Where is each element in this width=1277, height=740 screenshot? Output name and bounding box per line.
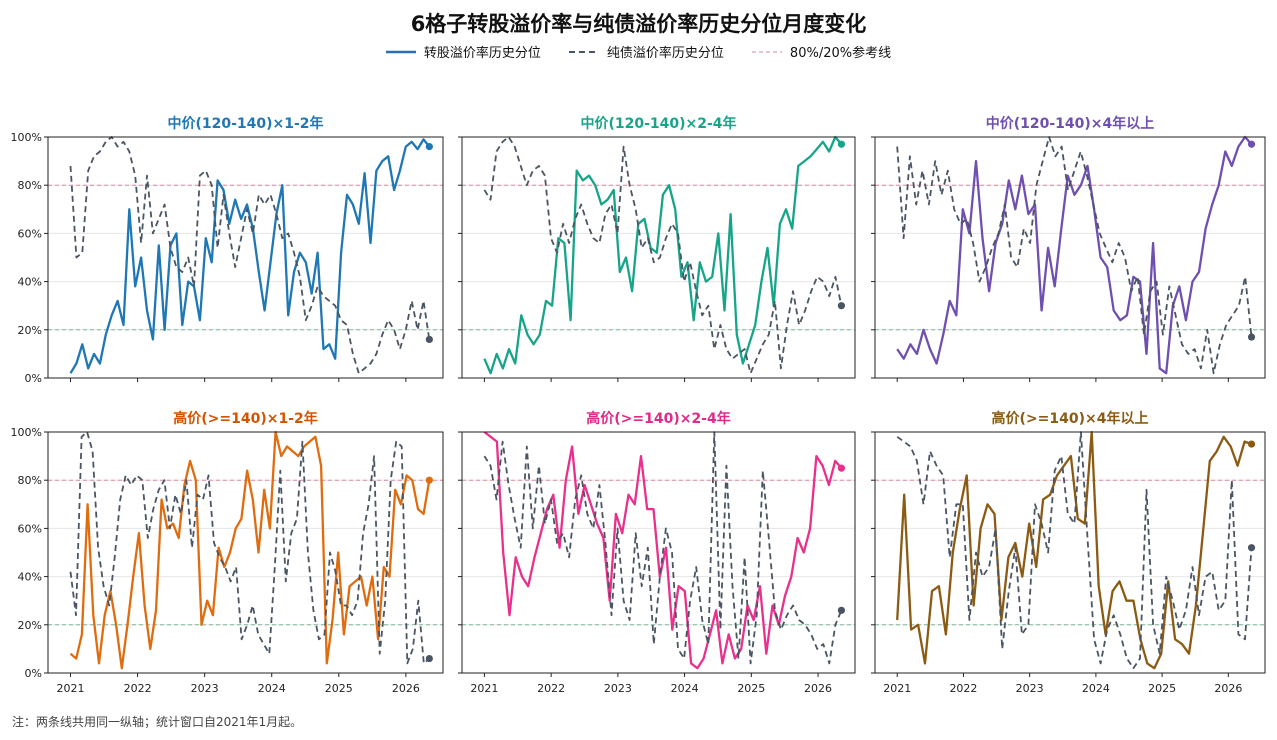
series-endpoint-conversion xyxy=(837,140,846,148)
panel-title: 高价(>=140)×1-2年 xyxy=(173,410,318,427)
y-tick-label: 20% xyxy=(18,619,42,632)
x-tick-label: 2025 xyxy=(737,682,765,695)
x-tick-label: 2026 xyxy=(1214,682,1242,695)
legend-item-bond: 纯债溢价率历史分位 xyxy=(568,42,724,61)
panel-title: 高价(>=140)×4年以上 xyxy=(992,410,1149,427)
panel-5: 高价(>=140)×2-4年 2021 2022 2023 2024 2025 2026 xyxy=(458,410,856,695)
x-tick-label: 2025 xyxy=(325,682,353,695)
y-tick-label: 80% xyxy=(18,474,42,487)
panel-title: 中价(120-140)×1-2年 xyxy=(167,115,323,132)
x-tick-label: 2024 xyxy=(258,682,286,695)
x-tick-label: 2021 xyxy=(470,682,498,695)
series-endpoint-bond xyxy=(1247,544,1256,552)
y-tick-label: 60% xyxy=(18,522,42,535)
x-tick-label: 2022 xyxy=(124,682,152,695)
legend-item-reference: 80%/20%参考线 xyxy=(751,42,892,61)
x-tick-label: 2021 xyxy=(883,682,911,695)
series-endpoint-conversion xyxy=(837,464,846,472)
series-line-bond xyxy=(483,431,843,665)
series-endpoint-bond xyxy=(425,654,433,663)
y-tick-label: 40% xyxy=(18,276,42,289)
legend-label-bond: 纯债溢价率历史分位 xyxy=(606,46,724,61)
y-tick-label: 20% xyxy=(18,324,42,337)
legend-reference-line-icon xyxy=(751,51,782,52)
series-endpoint-bond xyxy=(1247,333,1256,341)
plot-frame xyxy=(461,136,856,379)
plot-frame xyxy=(461,431,856,674)
x-tick-label: 2026 xyxy=(392,682,420,695)
x-tick-label: 2025 xyxy=(1148,682,1176,695)
series-line-bond xyxy=(896,136,1253,375)
panel-1: 中价(120-140)×1-2年 0% 20% 40% 60% 80% 100% xyxy=(11,115,444,385)
series-line-conversion xyxy=(896,430,1252,670)
y-tick-label: 100% xyxy=(11,131,42,144)
y-tick-label: 60% xyxy=(18,227,42,240)
x-tick-label: 2023 xyxy=(1016,682,1044,695)
y-tick-label: 40% xyxy=(18,571,42,584)
legend-item-conversion: 转股溢价率历史分位 xyxy=(385,42,541,61)
series-endpoint-conversion xyxy=(425,476,433,484)
x-tick-label: 2026 xyxy=(804,682,832,695)
series-line-conversion xyxy=(896,135,1253,375)
panel-title: 高价(>=140)×2-4年 xyxy=(586,410,731,427)
x-tick-label: 2023 xyxy=(191,682,219,695)
y-tick-label: 0% xyxy=(25,372,42,385)
x-tick-label: 2023 xyxy=(604,682,632,695)
x-tick-label: 2022 xyxy=(537,682,565,695)
plot-frame xyxy=(47,136,444,379)
figure-title: 6格子转股溢价率与纯债溢价率历史分位月度变化 xyxy=(410,12,867,36)
panel-title: 中价(120-140)×4年以上 xyxy=(986,115,1155,132)
series-endpoint-conversion xyxy=(1247,140,1256,148)
panel-3: 中价(120-140)×4年以上 xyxy=(871,115,1266,382)
plot-frame xyxy=(874,431,1266,674)
series-endpoint-bond xyxy=(837,302,846,310)
y-tick-label: 100% xyxy=(11,426,42,439)
legend-dashed-line-icon xyxy=(568,50,599,53)
legend-label-reference: 80%/20%参考线 xyxy=(789,46,892,61)
panel-title: 中价(120-140)×2-4年 xyxy=(580,115,736,132)
series-line-conversion xyxy=(69,430,431,670)
legend: 转股溢价率历史分位 纯债溢价率历史分位 80%/20%参考线 xyxy=(0,42,1277,61)
legend-solid-line-icon xyxy=(385,50,416,53)
x-tick-label: 2024 xyxy=(1082,682,1110,695)
footnote: 注：两条线共用同一纵轴；统计窗口自2021年1月起。 xyxy=(12,715,303,729)
series-line-bond xyxy=(483,136,843,375)
panel-4: 高价(>=140)×1-2年 0% 20% 40% 60% 80% 100% 2021 2022… xyxy=(11,410,444,695)
series-endpoint-conversion xyxy=(425,143,433,151)
x-tick-label: 2022 xyxy=(949,682,977,695)
panel-6: 高价(>=140)×4年以上 2021 2022 2023 2024 2025 2026 xyxy=(871,410,1266,695)
x-tick-label: 2021 xyxy=(57,682,85,695)
series-line-conversion xyxy=(483,135,843,375)
series-line-conversion xyxy=(69,138,431,374)
legend-label-conversion: 转股溢价率历史分位 xyxy=(423,46,541,61)
plot-frame xyxy=(874,136,1266,379)
series-endpoint-bond xyxy=(425,335,433,344)
plot-frame xyxy=(47,431,444,674)
panel-2: 中价(120-140)×2-4年 xyxy=(458,115,856,382)
y-tick-label: 80% xyxy=(18,179,42,192)
series-line-bond xyxy=(69,431,430,665)
y-tick-label: 0% xyxy=(25,667,42,680)
x-tick-label: 2024 xyxy=(671,682,699,695)
series-line-bond xyxy=(69,136,431,375)
series-endpoint-conversion xyxy=(1247,440,1256,448)
series-endpoint-bond xyxy=(837,606,846,614)
series-line-bond xyxy=(896,431,1253,670)
